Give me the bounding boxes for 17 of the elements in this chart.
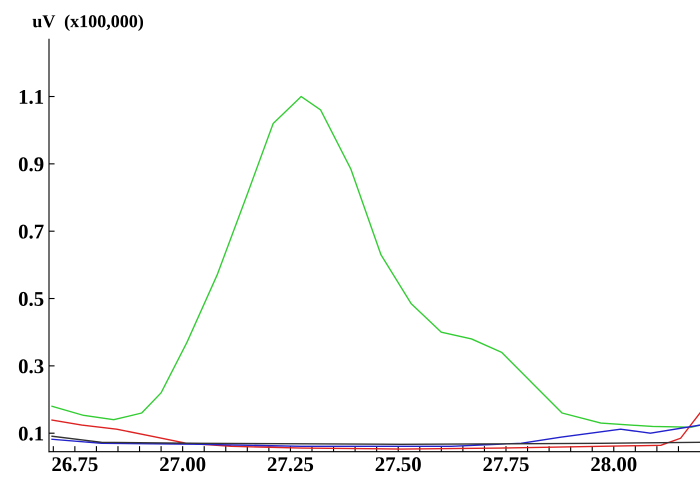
y-axis-title: uV (x100,000) xyxy=(32,14,144,32)
x-tick-label: 27.25 xyxy=(268,457,314,472)
x-tick-label: 27.75 xyxy=(483,457,529,472)
y-tick-label: 0.9 xyxy=(18,157,44,172)
line-series xyxy=(51,412,700,450)
y-tick-label: 0.1 xyxy=(18,426,44,441)
y-tick-label: 0.7 xyxy=(18,224,44,239)
y-tick-label: 1.1 xyxy=(20,90,44,104)
line-series xyxy=(51,436,700,446)
line-series xyxy=(51,424,700,448)
y-tick-label: 0.3 xyxy=(18,359,44,374)
y-tick-label: 0.5 xyxy=(18,292,44,306)
x-tick-label: 26.75 xyxy=(52,457,98,472)
x-tick-label: 27.00 xyxy=(160,457,206,472)
x-tick-label: 27.50 xyxy=(376,457,421,472)
x-tick-label: 28.00 xyxy=(591,457,636,472)
line-series xyxy=(51,96,700,428)
